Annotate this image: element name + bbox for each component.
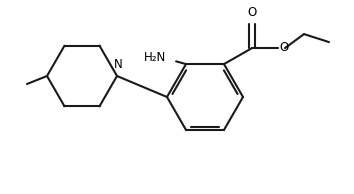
Text: O: O (247, 6, 257, 19)
Text: O: O (279, 41, 288, 54)
Text: H₂N: H₂N (144, 51, 166, 64)
Text: N: N (114, 58, 122, 71)
